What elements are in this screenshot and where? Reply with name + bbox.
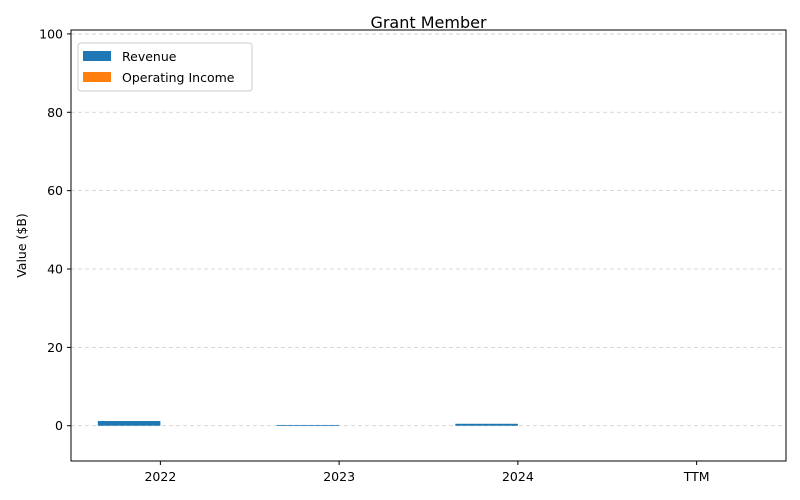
legend: Revenue Operating Income [77, 42, 253, 92]
bar-revenue [455, 423, 518, 426]
legend-swatch [83, 51, 111, 61]
x-tick-label: TTM [683, 469, 710, 484]
y-tick-label: 0 [55, 418, 63, 433]
x-tick-label: 2022 [144, 469, 176, 484]
bar-revenue [276, 424, 340, 426]
legend-swatch [83, 72, 111, 82]
gridlines [71, 33, 786, 427]
y-axis-label: Value ($B) [14, 213, 29, 278]
x-axis: 2022 2023 2024 TTM [144, 461, 710, 484]
x-tick-label: 2023 [323, 469, 355, 484]
x-tick-label: 2024 [502, 469, 534, 484]
legend-box [77, 42, 253, 92]
y-tick-label: 100 [39, 26, 63, 41]
y-tick-label: 60 [47, 183, 63, 198]
chart-title: Grant Member [370, 13, 487, 32]
y-axis: 0 20 40 60 80 100 [39, 26, 71, 433]
bars [97, 421, 518, 426]
bar-revenue [97, 421, 161, 426]
y-tick-label: 80 [47, 105, 63, 120]
legend-label: Operating Income [122, 70, 235, 85]
legend-label: Revenue [122, 49, 177, 64]
y-tick-label: 40 [47, 262, 63, 277]
y-tick-label: 20 [47, 340, 63, 355]
plot-frame [70, 29, 787, 462]
